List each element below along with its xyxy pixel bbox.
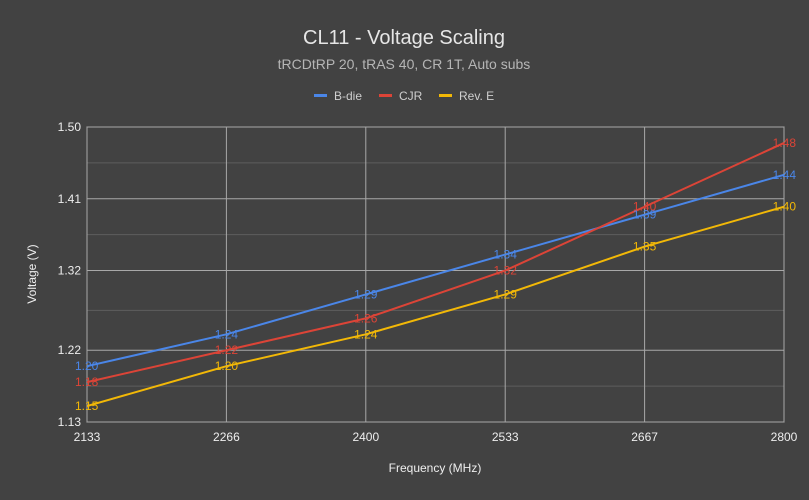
data-label: 1.15: [75, 399, 99, 413]
x-tick-label: 2800: [771, 430, 798, 444]
x-tick-label: 2667: [631, 430, 658, 444]
y-tick-label: 1.22: [58, 343, 82, 357]
y-axis-ticks: 1.13 1.22 1.32 1.41 1.50: [58, 120, 82, 429]
legend-swatch: [314, 94, 327, 97]
x-tick-label: 2266: [213, 430, 240, 444]
y-tick-label: 1.41: [58, 192, 82, 206]
legend-item-cjr[interactable]: CJR: [379, 89, 423, 103]
data-label: 1.34: [494, 248, 518, 262]
data-label: 1.20: [215, 359, 239, 373]
legend-label: CJR: [399, 89, 423, 103]
legend-label: B-die: [334, 89, 362, 103]
chart-title: CL11 - Voltage Scaling: [303, 27, 505, 49]
data-label: 1.32: [494, 264, 518, 278]
data-label: 1.40: [773, 200, 797, 214]
grid: [86, 126, 785, 423]
legend: B-die CJR Rev. E: [314, 89, 494, 103]
data-label: 1.29: [354, 287, 378, 301]
data-label: 1.22: [215, 343, 239, 357]
data-label: 1.24: [354, 327, 378, 341]
data-label: 1.26: [354, 311, 378, 325]
legend-item-rev-e[interactable]: Rev. E: [439, 89, 494, 103]
series-line-rev-e: [86, 205, 785, 408]
data-label: 1.40: [633, 200, 657, 214]
chart-subtitle: tRCDtRP 20, tRAS 40, CR 1T, Auto subs: [278, 56, 531, 72]
data-label: 1.24: [215, 327, 239, 341]
x-tick-label: 2533: [492, 430, 519, 444]
data-labels: 1.20 1.24 1.29 1.34 1.39 1.44 1.18 1.22 1.26 1.32…: [75, 136, 796, 413]
data-label: 1.20: [75, 359, 99, 373]
series-line-b-die: [86, 173, 785, 368]
data-label: 1.44: [773, 168, 797, 182]
y-tick-label: 1.50: [58, 120, 82, 134]
data-label: 1.18: [75, 375, 99, 389]
data-label: 1.39: [633, 208, 657, 222]
data-label: 1.29: [494, 287, 518, 301]
data-label: 1.35: [633, 240, 657, 254]
data-label: 1.48: [773, 136, 797, 150]
legend-swatch: [439, 94, 452, 97]
x-axis-label: Frequency (MHz): [389, 461, 482, 475]
y-tick-label: 1.32: [58, 264, 82, 278]
series-group: [86, 142, 785, 408]
series-line-cjr: [86, 142, 785, 384]
legend-swatch: [379, 94, 392, 97]
x-tick-label: 2400: [352, 430, 379, 444]
x-tick-label: 2133: [74, 430, 101, 444]
legend-item-b-die[interactable]: B-die: [314, 89, 362, 103]
y-axis-label: Voltage (V): [25, 244, 39, 303]
y-tick-label: 1.13: [58, 415, 82, 429]
x-axis-ticks: 2133 2266 2400 2533 2667 2800: [74, 430, 798, 444]
legend-label: Rev. E: [459, 89, 494, 103]
